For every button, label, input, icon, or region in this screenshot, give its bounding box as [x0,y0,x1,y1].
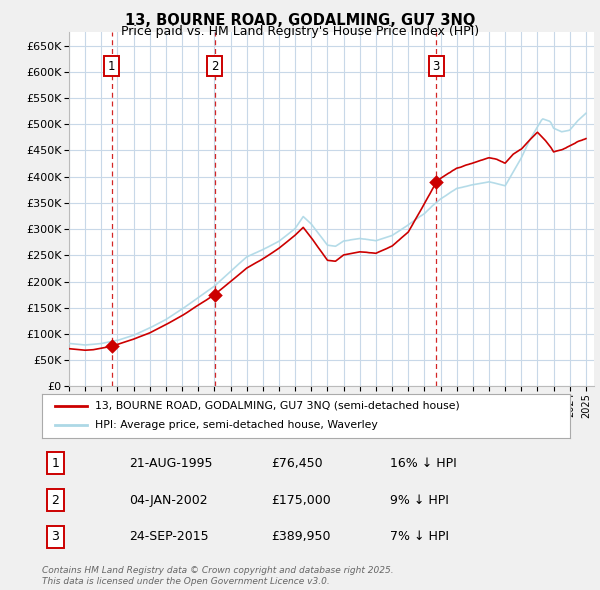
Text: £175,000: £175,000 [272,493,331,507]
Text: 13, BOURNE ROAD, GODALMING, GU7 3NQ (semi-detached house): 13, BOURNE ROAD, GODALMING, GU7 3NQ (sem… [95,401,460,411]
Text: 2: 2 [51,493,59,507]
Text: Contains HM Land Registry data © Crown copyright and database right 2025.
This d: Contains HM Land Registry data © Crown c… [42,566,394,586]
Text: 2: 2 [211,60,218,73]
Text: 21-AUG-1995: 21-AUG-1995 [129,457,212,470]
Text: £76,450: £76,450 [272,457,323,470]
Text: 04-JAN-2002: 04-JAN-2002 [129,493,208,507]
Text: 9% ↓ HPI: 9% ↓ HPI [391,493,449,507]
Text: 24-SEP-2015: 24-SEP-2015 [129,530,209,543]
Text: 3: 3 [433,60,440,73]
Text: 7% ↓ HPI: 7% ↓ HPI [391,530,449,543]
Text: 1: 1 [51,457,59,470]
Point [107,342,116,351]
Point [431,177,441,186]
Text: 3: 3 [51,530,59,543]
Text: HPI: Average price, semi-detached house, Waverley: HPI: Average price, semi-detached house,… [95,421,377,430]
Text: Price paid vs. HM Land Registry's House Price Index (HPI): Price paid vs. HM Land Registry's House … [121,25,479,38]
Text: 16% ↓ HPI: 16% ↓ HPI [391,457,457,470]
Point [210,290,220,299]
Text: 1: 1 [108,60,115,73]
Text: £389,950: £389,950 [272,530,331,543]
Text: 13, BOURNE ROAD, GODALMING, GU7 3NQ: 13, BOURNE ROAD, GODALMING, GU7 3NQ [125,13,475,28]
